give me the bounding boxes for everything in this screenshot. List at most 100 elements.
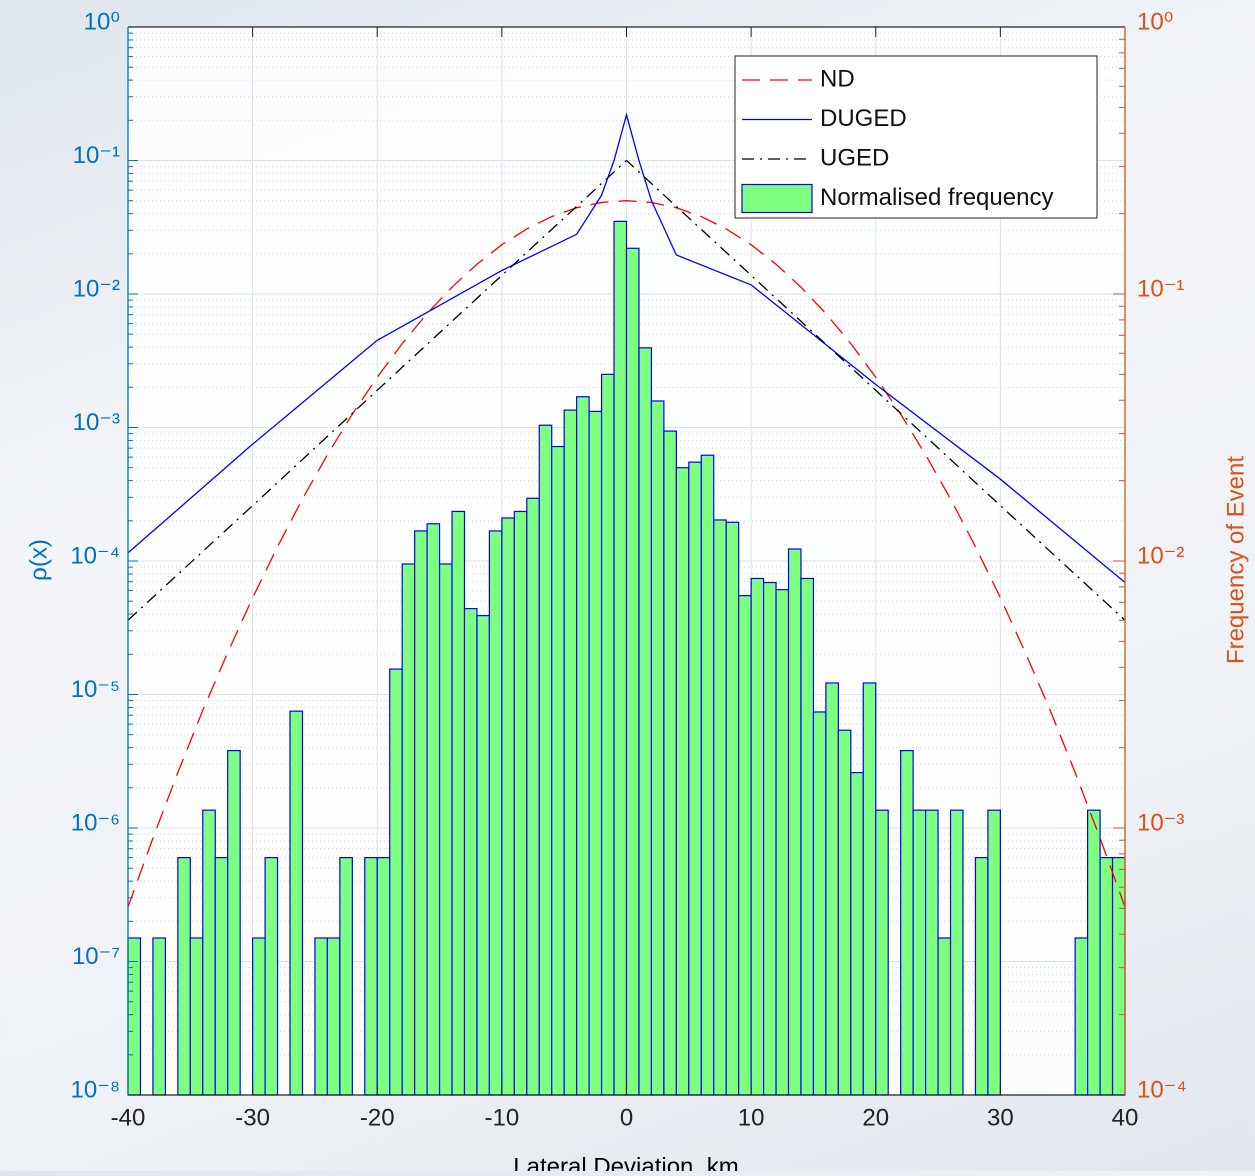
histogram-bar <box>638 347 653 1096</box>
y-tick-label: 10⁻⁷ <box>72 943 120 970</box>
y-tick-label: 10⁻¹ <box>73 142 120 169</box>
lines <box>127 112 1126 908</box>
histogram-bar <box>775 589 790 1096</box>
histogram-bar <box>152 937 166 1096</box>
histogram-bar <box>526 497 540 1096</box>
y-tick-label: 10⁻³ <box>73 409 120 436</box>
legend: ND DUGED UGED Normalised frequency <box>734 55 1098 219</box>
x-axis-label: Lateral Deviation, km <box>513 1153 738 1171</box>
histogram-bar <box>1087 809 1101 1096</box>
histogram-bar <box>787 548 802 1096</box>
histogram-bar <box>762 581 777 1096</box>
y2-tick-label: 10⁻¹ <box>1137 275 1184 302</box>
histogram-bar <box>800 577 815 1096</box>
histogram-bar <box>613 220 628 1096</box>
histogram-bar <box>650 400 665 1096</box>
y-tick-label: 10⁻⁶ <box>71 809 120 836</box>
histogram-bar <box>438 563 453 1096</box>
legend-label: UGED <box>820 144 889 171</box>
x-tick-label: -20 <box>360 1104 395 1131</box>
x-tick-label: 40 <box>1112 1104 1139 1131</box>
histogram-bar <box>825 682 839 1096</box>
histogram-bar <box>937 937 952 1096</box>
legend-swatch <box>741 183 813 214</box>
legend-label: DUGED <box>820 105 907 132</box>
x-tick-label: -40 <box>111 1104 146 1131</box>
histogram-bar <box>625 247 640 1096</box>
histogram-bar <box>264 857 279 1096</box>
y-tick-label: 10⁻² <box>73 275 120 302</box>
histogram-bar <box>987 809 1001 1096</box>
y-tick-label: 10⁻⁸ <box>71 1076 121 1103</box>
histogram-bar <box>451 510 466 1096</box>
histogram-bar <box>401 563 416 1096</box>
histogram-bar <box>576 396 590 1096</box>
x-tick-label: -10 <box>485 1104 520 1131</box>
histogram-bar <box>1111 857 1126 1096</box>
histogram-bar <box>875 809 889 1096</box>
legend-label: ND <box>820 65 855 92</box>
histogram-bar <box>376 857 391 1096</box>
x-tick-label: 20 <box>862 1104 889 1131</box>
histogram-bar <box>600 373 615 1096</box>
histogram-bar <box>538 424 553 1096</box>
histogram-bar <box>588 410 603 1096</box>
y-tick-label: 10⁻⁴ <box>70 542 120 569</box>
series-line <box>127 112 1126 584</box>
histogram-bar <box>949 809 964 1096</box>
histogram-bar <box>227 749 241 1096</box>
histogram-bar <box>364 857 378 1096</box>
histogram-bar <box>488 530 503 1096</box>
histogram-bar <box>314 937 328 1096</box>
histogram-bar <box>862 682 877 1096</box>
histogram-bar <box>974 857 989 1096</box>
histogram-bar <box>326 937 341 1096</box>
y2-tick-label: 10⁻² <box>1137 542 1184 569</box>
axes: -40 -30 -20 -10 0 10 20 30 40 10⁻⁸ 10⁻⁷ 10⁻⁶ 10⁻⁵ 10⁻… <box>70 8 1186 1131</box>
histogram-bar <box>289 710 304 1096</box>
histogram-bar <box>202 809 216 1096</box>
y-tick-label: 10⁻⁵ <box>71 676 120 703</box>
histogram-bar <box>900 749 914 1096</box>
histogram-bar <box>663 430 677 1096</box>
y2-tick-label: 10⁰ <box>1137 8 1173 35</box>
histogram-bar <box>414 530 428 1096</box>
histogram-bar <box>924 809 939 1096</box>
histogram-bar <box>675 467 690 1096</box>
x-tick-label: 30 <box>987 1104 1014 1131</box>
histogram-bar <box>725 521 740 1096</box>
histogram-bar <box>513 510 528 1096</box>
series-line <box>127 200 1126 908</box>
histogram-bar <box>501 517 515 1096</box>
histogram-bar <box>738 595 752 1096</box>
histogram-bar <box>812 711 827 1096</box>
y2-axis-label: Frequency of Event <box>1222 456 1249 664</box>
y-axis-label: ρ(x) <box>25 539 52 581</box>
histogram-bar <box>912 809 927 1096</box>
x-tick-label: -30 <box>235 1104 270 1131</box>
histogram-bar <box>339 857 353 1096</box>
histogram-bar <box>189 937 204 1096</box>
y-tick-label: 10⁰ <box>84 8 120 35</box>
y2-tick-label: 10⁻³ <box>1137 809 1184 836</box>
histogram-bar <box>850 772 864 1096</box>
histogram-bar <box>563 409 578 1096</box>
histogram-bar <box>463 607 478 1096</box>
histogram-bar <box>252 937 266 1096</box>
histogram-bar <box>700 454 715 1096</box>
histogram-bar <box>688 461 702 1096</box>
x-tick-label: 10 <box>738 1104 765 1131</box>
histogram-bar <box>177 857 191 1096</box>
legend-label: Normalised frequency <box>820 184 1053 211</box>
x-tick-label: 0 <box>620 1104 633 1131</box>
histogram-bar <box>1074 937 1089 1096</box>
series-line <box>127 159 1126 621</box>
histogram-bar <box>214 857 229 1096</box>
histogram-bar <box>389 668 403 1096</box>
histogram-bar <box>476 614 491 1096</box>
histogram-bar <box>551 445 565 1096</box>
histogram-bar <box>713 519 727 1096</box>
histogram-bar <box>426 523 441 1096</box>
